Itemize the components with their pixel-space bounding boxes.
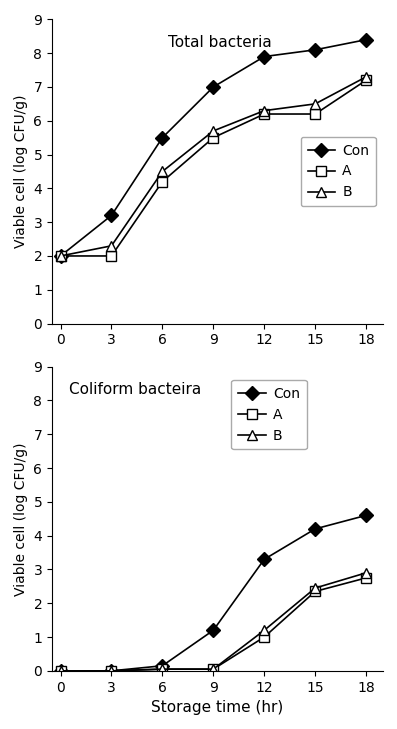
Con <box>262 52 267 61</box>
A <box>364 574 368 582</box>
B <box>211 127 216 136</box>
B <box>313 584 318 593</box>
B <box>109 666 114 675</box>
A <box>364 76 368 85</box>
Text: Coliform bacteira: Coliform bacteira <box>69 382 201 397</box>
B <box>364 569 368 577</box>
A <box>211 665 216 674</box>
B <box>211 665 216 674</box>
B <box>58 666 63 675</box>
B <box>364 72 368 81</box>
Con <box>262 555 267 564</box>
A <box>262 633 267 642</box>
Con <box>109 211 114 219</box>
Con <box>211 82 216 91</box>
A <box>211 133 216 142</box>
B <box>262 626 267 635</box>
Line: Con: Con <box>56 35 371 261</box>
A <box>58 252 63 260</box>
Line: A: A <box>56 573 371 676</box>
Con <box>211 626 216 635</box>
Line: B: B <box>56 72 371 261</box>
Con <box>58 252 63 260</box>
Con <box>313 524 318 533</box>
A <box>313 587 318 596</box>
B <box>313 99 318 108</box>
A <box>313 109 318 118</box>
Y-axis label: Viable cell (log CFU/g): Viable cell (log CFU/g) <box>14 95 28 248</box>
Con <box>160 661 165 670</box>
B <box>160 167 165 176</box>
B <box>160 665 165 674</box>
A <box>109 666 114 675</box>
Con <box>109 666 114 675</box>
Legend: Con, A, B: Con, A, B <box>301 136 376 206</box>
X-axis label: Storage time (hr): Storage time (hr) <box>151 700 284 715</box>
Con <box>364 511 368 520</box>
Con <box>364 35 368 44</box>
Line: B: B <box>56 568 371 676</box>
B <box>262 106 267 115</box>
Text: Total bacteria: Total bacteria <box>168 34 272 50</box>
B <box>109 241 114 250</box>
A <box>262 109 267 118</box>
Line: Con: Con <box>56 510 371 676</box>
Legend: Con, A, B: Con, A, B <box>231 380 307 450</box>
A <box>160 177 165 186</box>
Line: A: A <box>56 75 371 261</box>
Con <box>160 133 165 142</box>
A <box>58 666 63 675</box>
Con <box>313 45 318 54</box>
A <box>109 252 114 260</box>
Y-axis label: Viable cell (log CFU/g): Viable cell (log CFU/g) <box>14 442 28 596</box>
Con <box>58 666 63 675</box>
A <box>160 665 165 674</box>
B <box>58 252 63 260</box>
